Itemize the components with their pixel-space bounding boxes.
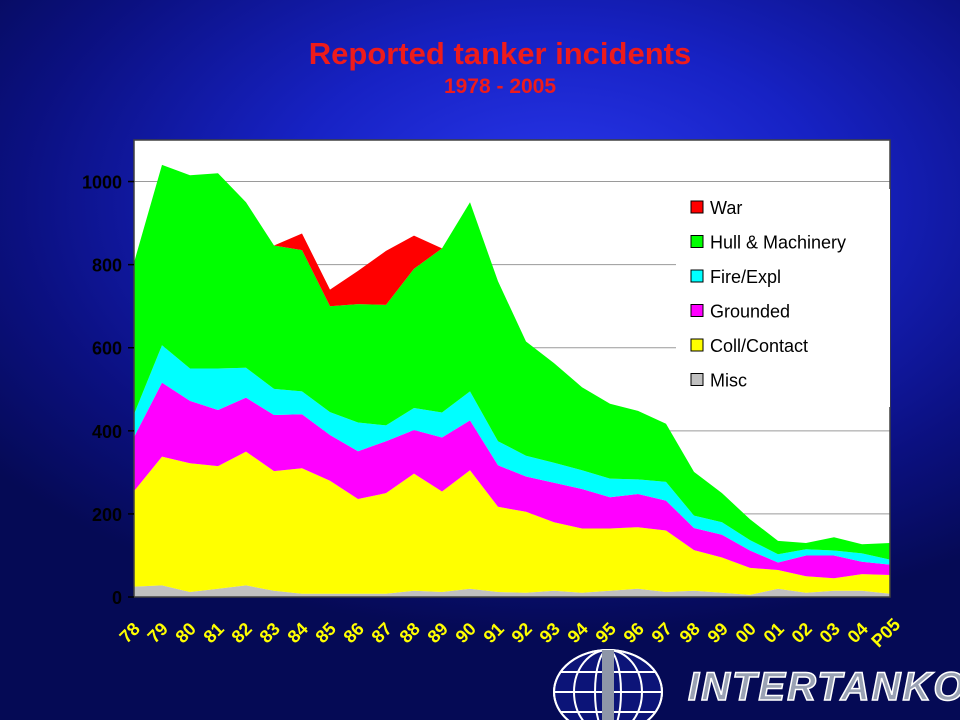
x-tick-label: 93	[536, 619, 564, 647]
x-tick-label: 03	[816, 619, 844, 647]
x-tick-label: 97	[648, 619, 676, 647]
x-tick-label: 89	[424, 619, 452, 647]
legend-swatch	[690, 373, 704, 386]
area-misc	[134, 585, 890, 597]
y-tick-label: 800	[92, 256, 122, 276]
x-tick-label: 78	[116, 619, 144, 647]
legend-label: Grounded	[710, 302, 790, 322]
x-tick-label: 01	[760, 619, 788, 647]
x-tick-label: 82	[228, 619, 256, 647]
x-tick-label: 86	[340, 619, 368, 647]
area-coll-contact	[134, 451, 890, 595]
x-tick-label: 91	[480, 619, 508, 647]
y-axis: 0 200 400 600 800 1000	[82, 173, 134, 608]
x-tick-label: P05	[867, 614, 904, 651]
area-fire-expl	[134, 345, 890, 565]
x-tick-label: 00	[732, 619, 760, 647]
x-tick-label: 94	[564, 619, 592, 647]
x-tick-label: 02	[788, 619, 816, 647]
y-tick-label: 200	[92, 505, 122, 525]
legend-box	[676, 189, 890, 407]
legend-label: Coll/Contact	[710, 336, 808, 356]
x-tick-label: 92	[508, 619, 536, 647]
y-tick-label: 400	[92, 422, 122, 442]
legend-swatch	[690, 338, 704, 352]
legend-label: Hull & Machinery	[710, 233, 846, 253]
globe-band	[602, 650, 614, 720]
x-tick-label: 83	[256, 619, 284, 647]
x-tick-label: 88	[396, 619, 424, 647]
chart-title-block: Reported tanker incidents 1978 - 2005	[0, 36, 960, 100]
y-tick-label: 600	[92, 339, 122, 359]
area-hull-machinery	[134, 164, 890, 560]
area-grounded	[134, 382, 890, 579]
x-tick-label: 87	[368, 619, 396, 647]
area-series	[134, 164, 890, 597]
y-tick-label: 1000	[82, 173, 122, 193]
x-tick-label: 04	[844, 619, 872, 647]
legend-swatch	[690, 235, 704, 248]
x-tick-label: 98	[676, 619, 704, 647]
x-tick-label: 84	[284, 619, 312, 647]
chart-subtitle: 1978 - 2005	[443, 75, 557, 98]
x-axis: 78 79 80 81 82 83 84 85 86 87 88 89 90 91 92 93 94 95 96 97…	[116, 614, 905, 651]
intertanko-logo: INTERTANKO	[553, 649, 960, 720]
x-tick-label: 95	[592, 619, 620, 647]
y-tick-label: 0	[112, 588, 122, 608]
legend-label: Fire/Expl	[710, 267, 781, 287]
x-tick-label: 80	[172, 619, 200, 647]
legend: War Hull & Machinery Fire/Expl Grounded Coll…	[676, 189, 890, 407]
x-tick-label: 96	[620, 619, 648, 647]
x-tick-label: 79	[144, 619, 172, 647]
legend-label: Misc	[710, 371, 747, 391]
legend-label: War	[710, 198, 742, 218]
legend-swatch	[690, 269, 704, 283]
x-tick-label: 99	[704, 619, 732, 647]
logo-wordmark: INTERTANKO	[688, 665, 960, 709]
chart-title: Reported tanker incidents	[308, 36, 692, 71]
x-tick-label: 81	[200, 619, 228, 647]
x-tick-label: 90	[452, 619, 480, 647]
legend-swatch	[690, 304, 704, 317]
legend-swatch	[690, 200, 704, 214]
x-tick-label: 85	[312, 619, 340, 647]
